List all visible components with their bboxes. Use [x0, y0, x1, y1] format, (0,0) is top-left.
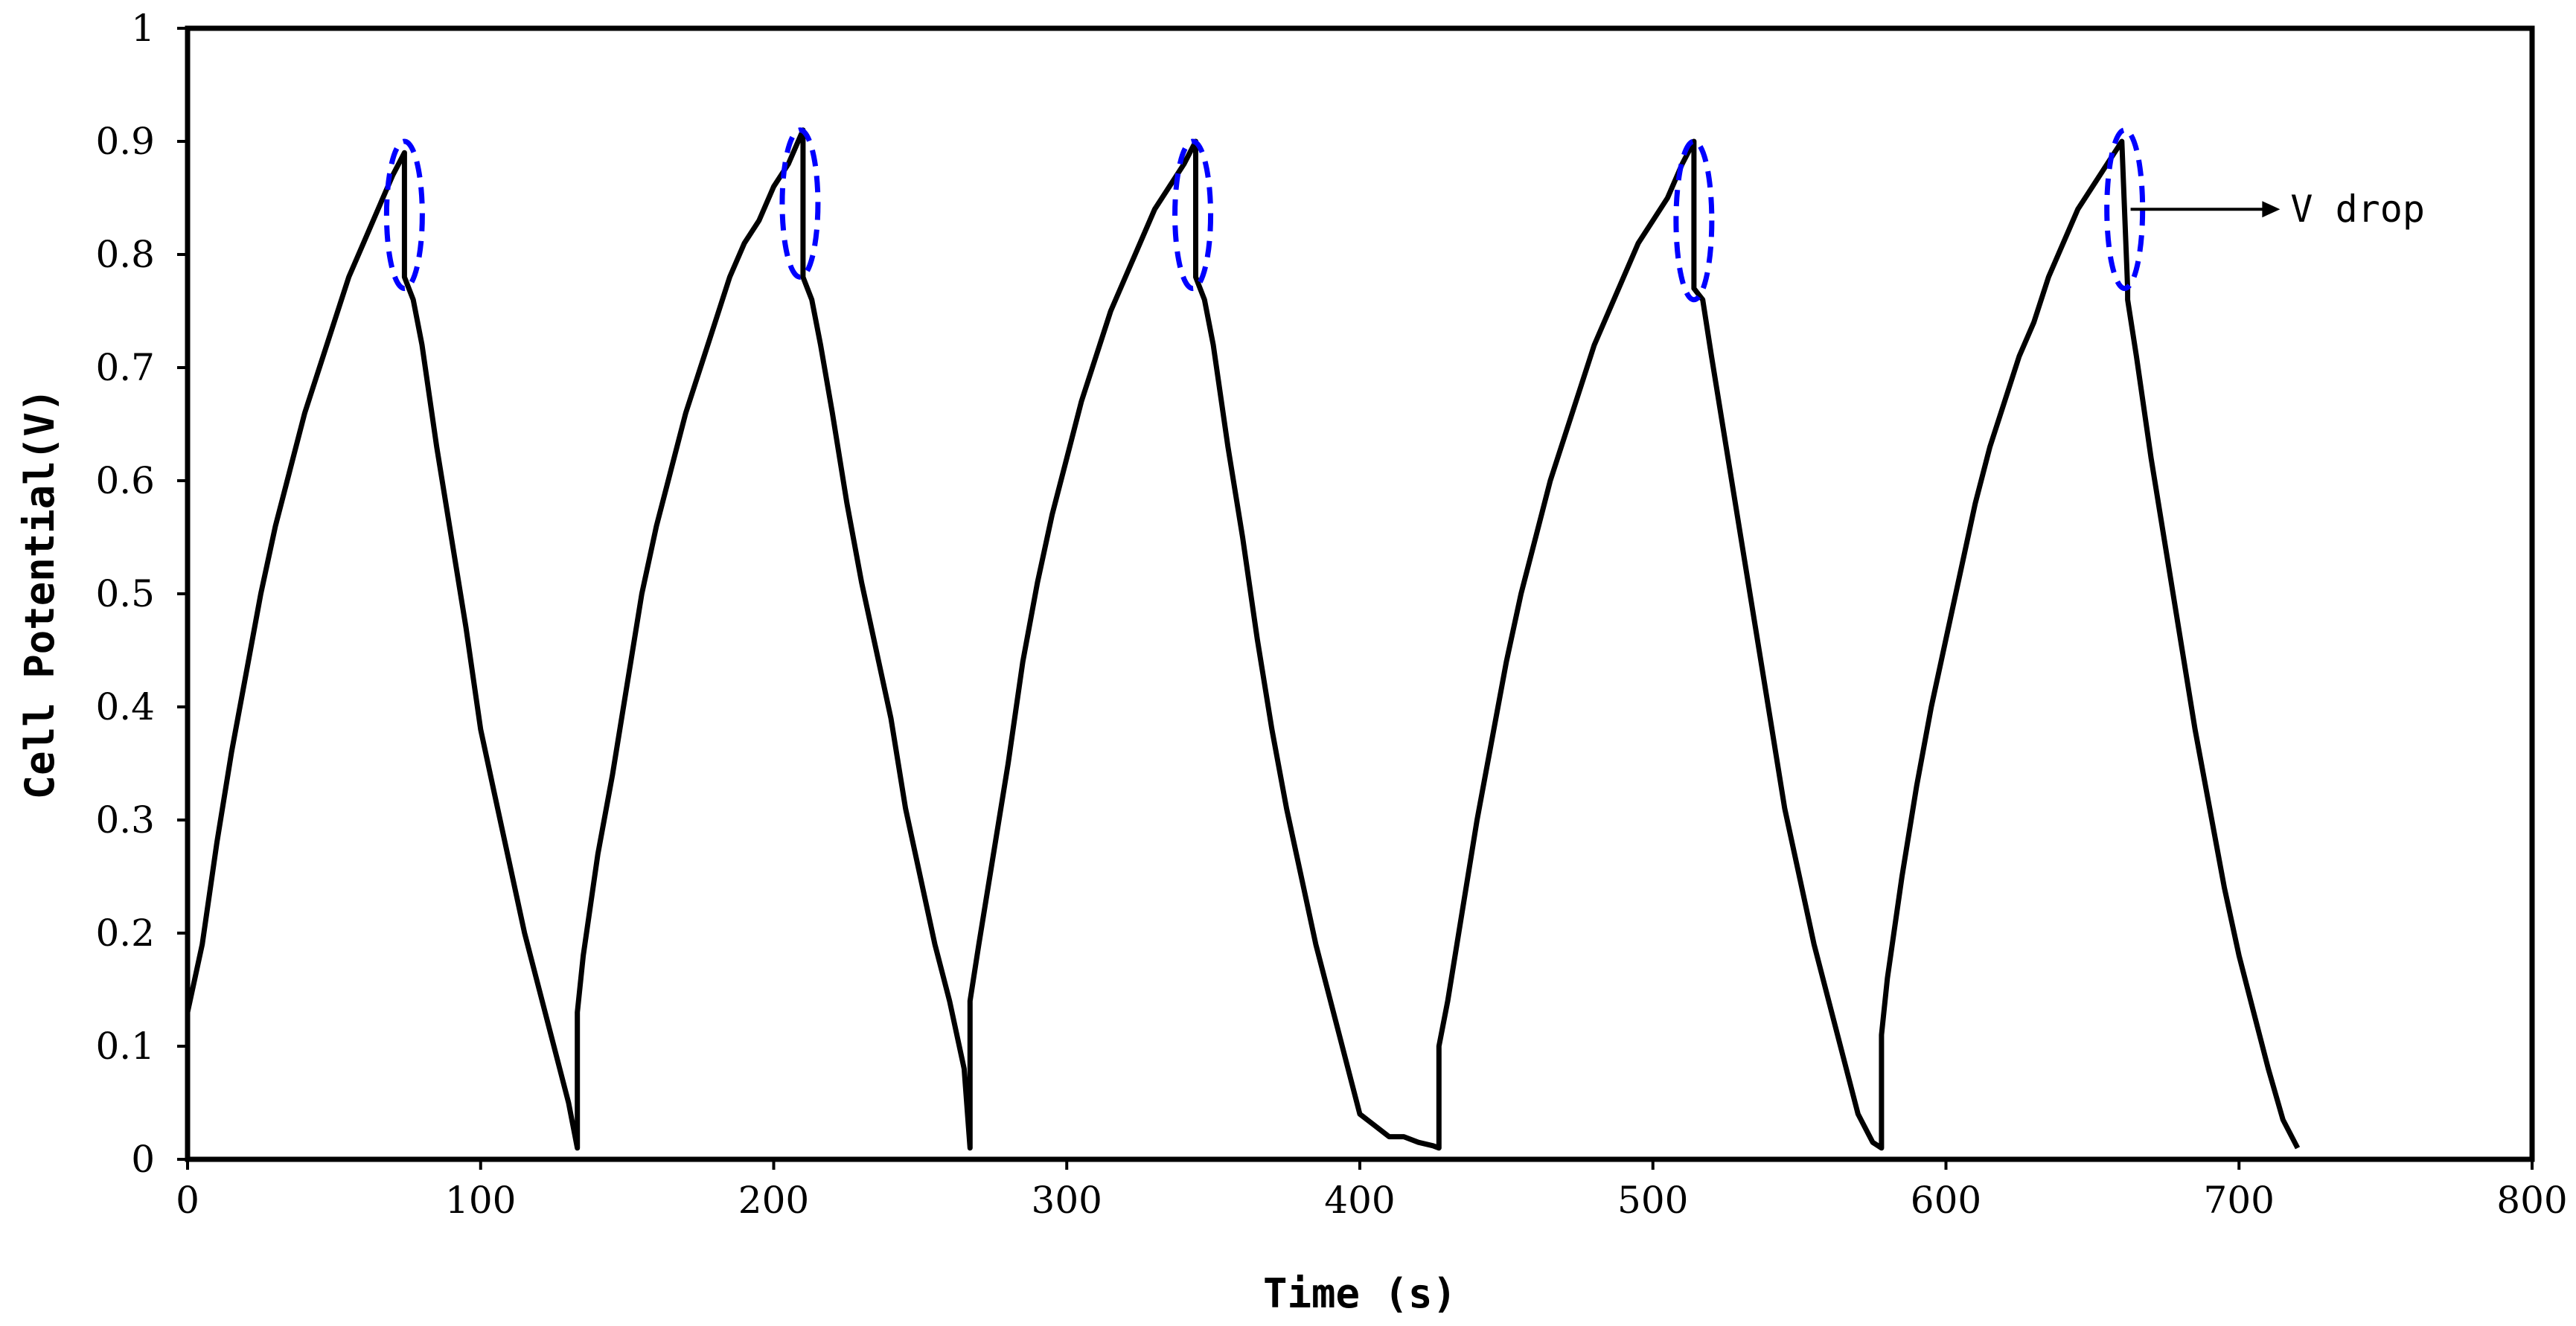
- y-tick-label: 0.7: [95, 346, 155, 389]
- x-tick-label: 700: [2204, 1179, 2275, 1222]
- x-tick-label: 200: [738, 1179, 809, 1222]
- y-tick-label: 0.9: [95, 120, 155, 163]
- v-drop-annotation: V drop: [2130, 188, 2425, 231]
- v-drop-marker: [779, 127, 821, 280]
- y-tick-label: 0.6: [95, 459, 155, 502]
- x-tick-label: 0: [176, 1179, 199, 1222]
- y-tick-labels: 0 0.1 0.2 0.3 0.4 0.5 0.6 0.7 0.8 0.9 1: [95, 7, 155, 1181]
- y-tick-label: 0.3: [95, 798, 155, 842]
- y-tick-label: 0.5: [95, 572, 155, 615]
- x-tick-labels: 0 100 200 300 400 500 600 700 800: [176, 1179, 2568, 1222]
- v-drop-marker: [1673, 138, 1715, 303]
- x-tick-label: 400: [1324, 1179, 1395, 1222]
- x-tick-label: 100: [445, 1179, 516, 1222]
- x-tick-label: 600: [1911, 1179, 1981, 1222]
- plot-area-frame: [185, 25, 2535, 1162]
- y-axis-title: Cell Potential(V): [16, 388, 63, 800]
- y-tick-label: 0.2: [95, 912, 155, 955]
- arrow-head: [2262, 201, 2281, 218]
- y-tick-label: 0.1: [95, 1025, 155, 1068]
- y-tick-label: 1: [131, 7, 155, 50]
- y-tick-label: 0: [131, 1138, 155, 1181]
- x-tick-label: 300: [1032, 1179, 1102, 1222]
- cell-potential-line: [185, 127, 2301, 1151]
- x-tick-label: 500: [1617, 1179, 1688, 1222]
- v-drop-marker: [1172, 138, 1214, 292]
- y-tick-label: 0.4: [95, 685, 155, 728]
- v-drop-label: V drop: [2290, 188, 2425, 231]
- y-tick-label: 0.8: [95, 233, 155, 276]
- x-axis-title: Time (s): [1263, 1270, 1457, 1317]
- v-drop-marker: [383, 138, 425, 292]
- x-tick-label: 800: [2496, 1179, 2567, 1222]
